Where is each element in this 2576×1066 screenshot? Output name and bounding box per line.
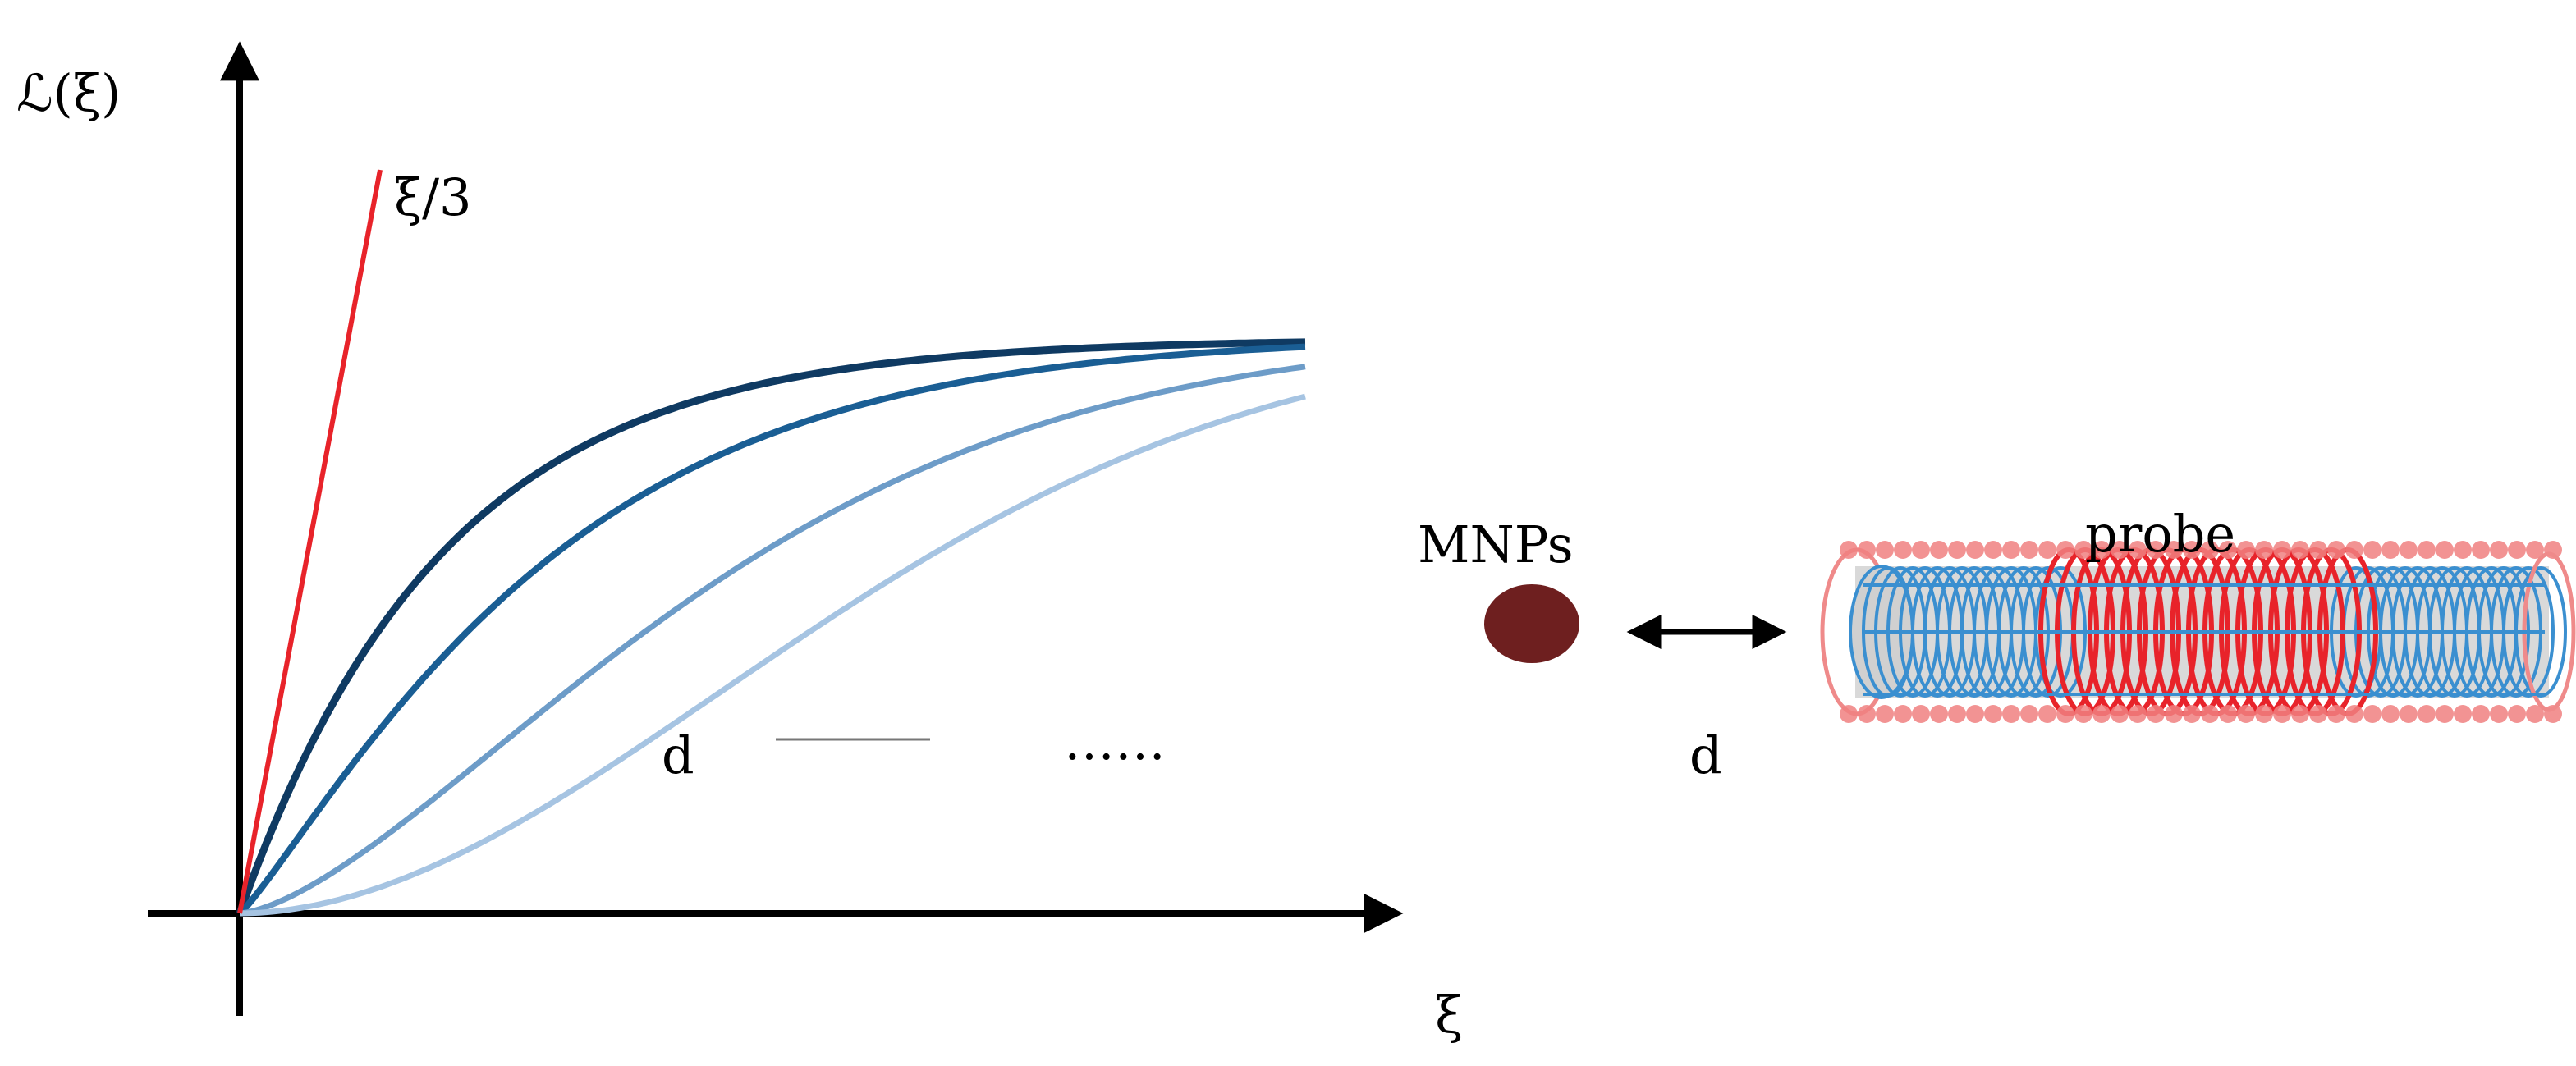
coil-wire-dot xyxy=(2147,705,2165,723)
coil-wire-dot xyxy=(2472,541,2490,559)
coil-wire-dot xyxy=(2092,705,2111,723)
tangent-line-xi-over-3 xyxy=(237,169,383,914)
coil-wire-dot xyxy=(2165,705,2183,723)
coil-wire-dot xyxy=(2219,541,2237,559)
y-axis-label: ℒ(ξ) xyxy=(16,63,121,123)
legend-d-label: d xyxy=(662,725,694,785)
probe-coil xyxy=(1820,541,2576,723)
coil-wire-dot xyxy=(2237,541,2255,559)
coil-wire-dot xyxy=(2436,705,2454,723)
coil-wire-dot xyxy=(1840,541,1858,559)
coil-wire-dot xyxy=(2490,705,2508,723)
coil-wire-dot xyxy=(2074,541,2092,559)
coil-wire-dot xyxy=(2400,705,2418,723)
coil-wire-dot xyxy=(1948,705,1966,723)
coil-wire-dot xyxy=(1966,541,1984,559)
coil-wire-dot xyxy=(1858,705,1876,723)
langevin-graph: ℒ(ξ) ξ/3 ξ d …… xyxy=(16,41,1463,1045)
coil-wire-dot xyxy=(2490,541,2508,559)
coil-wire-dot xyxy=(1912,541,1930,559)
coil-wire-dot xyxy=(1858,541,1876,559)
coil-wire-dot xyxy=(2472,705,2490,723)
coil-wire-dot xyxy=(2038,705,2056,723)
coil-wire-dot xyxy=(2291,705,2309,723)
coil-wire-dot xyxy=(2147,541,2165,559)
coil-wire-dot xyxy=(2020,705,2038,723)
coil-wire-dot xyxy=(1912,705,1930,723)
coil-wire-dot xyxy=(1876,705,1894,723)
measurement-setup: MNPs d probe xyxy=(1418,504,2576,785)
coil-wire-dot xyxy=(2111,705,2129,723)
coil-wire-dot xyxy=(2526,541,2544,559)
coil-wire-dot xyxy=(2381,705,2400,723)
coil-wire-dot xyxy=(2002,705,2020,723)
langevin-curve-4 xyxy=(239,393,1306,917)
coil-wire-dot xyxy=(2381,541,2400,559)
tangent-label: ξ/3 xyxy=(394,167,471,227)
coil-wire-dot xyxy=(2129,541,2147,559)
coil-wire-dot xyxy=(2400,541,2418,559)
coil-wire-dot xyxy=(1930,541,1948,559)
mnp-particle xyxy=(1484,584,1579,663)
langevin-curves xyxy=(236,338,1306,917)
coil-wire-dot xyxy=(2418,705,2436,723)
coil-wire-dot xyxy=(2074,705,2092,723)
coil-wire-dot xyxy=(1984,541,2002,559)
coil-wire-dot xyxy=(2309,705,2327,723)
coil-wire-dot xyxy=(2454,541,2472,559)
coil-wire-dot xyxy=(2255,705,2273,723)
coil-wire-dot xyxy=(2526,705,2544,723)
coil-wire-dot xyxy=(2002,541,2020,559)
coil-wire-dot xyxy=(2436,541,2454,559)
coil-wire-dot xyxy=(2201,705,2219,723)
coil-wire-dot xyxy=(2183,705,2201,723)
coil-wire-dot xyxy=(1984,705,2002,723)
x-axis-label: ξ xyxy=(1435,985,1463,1045)
coil-wire-dot xyxy=(1930,705,1948,723)
coil-wire-dot xyxy=(2309,541,2327,559)
coil-wire-dot xyxy=(2454,705,2472,723)
distance-label: d xyxy=(1689,725,1722,785)
coil-wire-dot xyxy=(2273,705,2291,723)
coil-wire-dot xyxy=(2183,541,2201,559)
coil-wire-dot xyxy=(1948,541,1966,559)
coil-wire-dot xyxy=(2038,541,2056,559)
coil-wire-dot xyxy=(2219,705,2237,723)
coil-wire-dot xyxy=(2418,541,2436,559)
coil-wire-dot xyxy=(2165,541,2183,559)
mnp-label: MNPs xyxy=(1418,515,1574,574)
coil-wire-dot xyxy=(2508,541,2526,559)
coil-wire-dot xyxy=(2056,541,2074,559)
probe-label: probe xyxy=(2085,504,2235,564)
langevin-curve-2 xyxy=(237,343,1306,916)
coil-wire-dot xyxy=(1894,541,1912,559)
coil-wire-dot xyxy=(1894,705,1912,723)
coil-wire-dot xyxy=(2237,705,2255,723)
coil-wire-dot xyxy=(2345,541,2363,559)
coil-wire-dot xyxy=(2327,705,2345,723)
coil-wire-dot xyxy=(2363,541,2381,559)
coil-wire-dot xyxy=(2291,541,2309,559)
coil-wire-dot xyxy=(1876,541,1894,559)
coil-wire-dot xyxy=(2201,541,2219,559)
coil-wire-dot xyxy=(1840,705,1858,723)
coil-wire-dot xyxy=(2273,541,2291,559)
coil-wire-dot xyxy=(2327,541,2345,559)
coil-wire-dot xyxy=(2056,705,2074,723)
coil-wire-dot xyxy=(2255,541,2273,559)
coil-wire-dot xyxy=(2508,705,2526,723)
coil-wire-dot xyxy=(2020,541,2038,559)
coil-wire-dot xyxy=(2345,705,2363,723)
legend-ellipsis: …… xyxy=(1064,711,1166,771)
coil-wire-dot xyxy=(2092,541,2111,559)
coil-wire-dot xyxy=(1966,705,1984,723)
langevin-curve-3 xyxy=(239,364,1306,917)
coil-wire-dot xyxy=(2129,705,2147,723)
langevin-curve-1 xyxy=(236,338,1306,915)
coil-wire-dot xyxy=(2363,705,2381,723)
coil-wire-dot xyxy=(2111,541,2129,559)
